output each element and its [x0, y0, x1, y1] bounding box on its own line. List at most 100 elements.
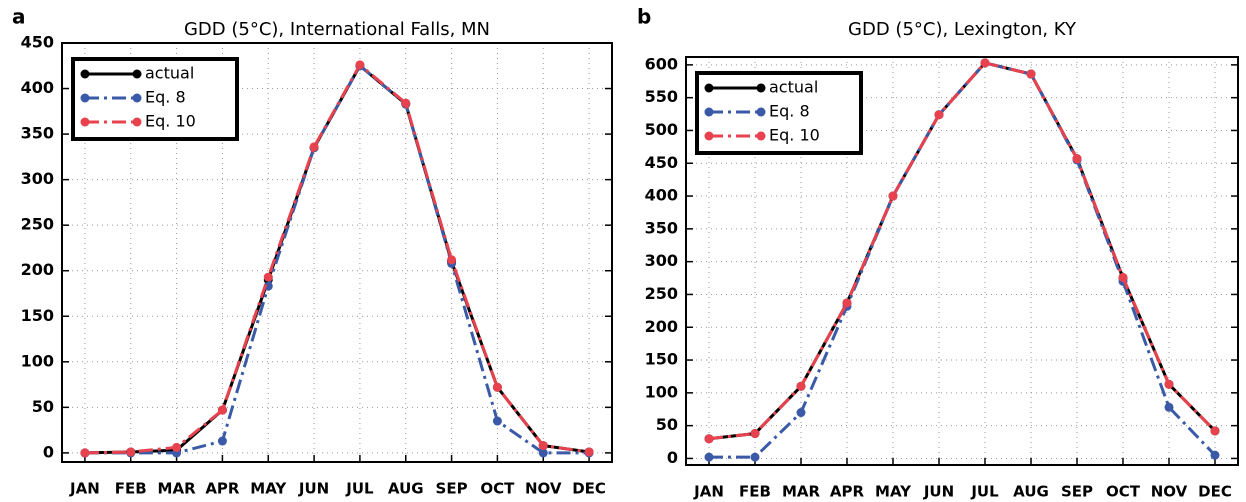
plot-frame [685, 56, 1239, 466]
data-point [888, 191, 898, 201]
data-point [492, 382, 502, 392]
x-tick-label: DEC [1198, 483, 1232, 501]
legend-marker [704, 107, 714, 117]
data-point [1210, 426, 1220, 436]
data-point [263, 281, 273, 291]
x-tick-label: JAN [69, 480, 100, 498]
x-tick-label: NOV [525, 480, 562, 498]
y-tick-label: 150 [21, 306, 54, 325]
x-tick-label: NOV [1151, 483, 1188, 501]
y-tick-label: 150 [645, 350, 678, 369]
data-point [263, 272, 273, 282]
x-tick-label: AUG [388, 480, 424, 498]
legend-marker [756, 83, 766, 93]
data-point [217, 405, 227, 415]
x-tick-label: JUL [970, 483, 999, 501]
legend-label: actual [769, 78, 818, 97]
data-point [934, 110, 944, 120]
data-point [126, 447, 136, 457]
x-tick-label: APR [205, 480, 240, 498]
data-point [750, 452, 760, 462]
data-point [538, 448, 548, 458]
y-tick-label: 500 [645, 120, 678, 139]
x-tick-label: FEB [115, 480, 147, 498]
series-line [708, 61, 1217, 441]
legend-marker [756, 131, 766, 141]
data-point [1164, 379, 1174, 389]
x-tick-label: DEC [572, 480, 606, 498]
legend-box [71, 57, 239, 141]
x-tick-label: JUN [923, 483, 954, 501]
x-tick-label: SEP [1061, 483, 1093, 501]
data-point [447, 255, 457, 265]
data-point [750, 429, 760, 439]
series-line [709, 61, 1217, 459]
data-point [1026, 69, 1036, 79]
data-point [584, 447, 594, 457]
x-tick-label: MAY [250, 480, 287, 498]
y-tick-label: 100 [21, 351, 54, 370]
data-point [842, 298, 852, 308]
x-tick-label: MAR [782, 483, 821, 501]
chart: a GDD (5°C), International Falls, MN 0 50 10… [12, 5, 613, 498]
data-point [704, 434, 714, 444]
x-tick-label: MAY [875, 483, 912, 501]
plot-frame [61, 42, 613, 463]
legend-marker [132, 69, 142, 79]
x-tick-label: SEP [436, 480, 468, 498]
data-point [796, 408, 806, 418]
legend-label: Eq. 10 [145, 112, 196, 131]
y-tick-label: 400 [645, 186, 678, 205]
legend-label: Eq. 8 [769, 102, 810, 121]
legend-marker [704, 83, 714, 93]
panel-label: a [12, 5, 26, 29]
y-tick-label: 450 [645, 153, 678, 172]
y-tick-label: 300 [645, 251, 678, 270]
x-tick-label: AUG [1013, 483, 1049, 501]
data-point [1164, 402, 1174, 412]
data-point [704, 452, 714, 462]
y-tick-label: 50 [32, 397, 54, 416]
data-point [217, 436, 227, 446]
legend-label: actual [145, 64, 194, 83]
data-point [355, 60, 365, 70]
legend-marker [756, 107, 766, 117]
y-tick-label: 550 [645, 87, 678, 106]
legend-marker [80, 93, 90, 103]
x-tick-label: JUL [345, 480, 374, 498]
y-tick-label: 350 [645, 218, 678, 237]
y-tick-label: 350 [21, 124, 54, 143]
y-tick-label: 450 [21, 33, 54, 52]
data-point [172, 442, 182, 452]
x-tick-label: OCT [1106, 483, 1141, 501]
x-tick-label: OCT [480, 480, 515, 498]
data-point [492, 416, 502, 426]
legend-marker [80, 117, 90, 127]
data-point [309, 142, 319, 152]
x-tick-label: JAN [693, 483, 724, 501]
x-tick-label: MAR [158, 480, 197, 498]
data-point [80, 448, 90, 458]
chart: b GDD (5°C), Lexington, KY 0 50 100 150 200 250… [637, 5, 1239, 501]
legend-label: Eq. 10 [769, 126, 820, 145]
y-tick-label: 0 [43, 442, 54, 461]
data-point [1210, 450, 1220, 460]
legend-marker [132, 93, 142, 103]
x-tick-label: FEB [739, 483, 771, 501]
legend-label: Eq. 8 [145, 88, 186, 107]
y-tick-label: 250 [645, 284, 678, 303]
x-tick-label: JUN [298, 480, 329, 498]
data-point [1118, 272, 1128, 282]
data-point [1072, 154, 1082, 164]
data-point [796, 381, 806, 391]
legend-marker [80, 69, 90, 79]
y-tick-label: 100 [645, 382, 678, 401]
y-tick-label: 400 [21, 78, 54, 97]
legend-box [695, 71, 863, 155]
chart-title: GDD (5°C), International Falls, MN [184, 19, 490, 40]
chart-title: GDD (5°C), Lexington, KY [848, 19, 1077, 40]
y-tick-label: 250 [21, 215, 54, 234]
data-point [980, 58, 990, 68]
panel-label: b [637, 5, 651, 29]
x-tick-label: APR [830, 483, 865, 501]
